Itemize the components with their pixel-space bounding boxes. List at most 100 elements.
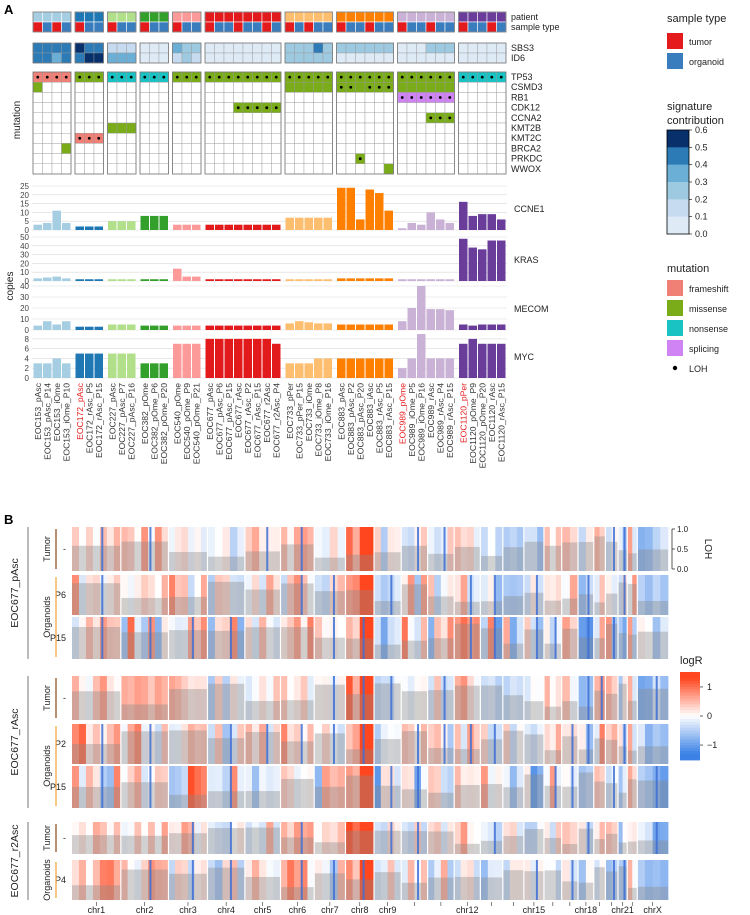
patient-cell (345, 11, 356, 23)
patient-cell (242, 11, 253, 23)
logr-segment (194, 617, 202, 659)
mutation-cell (477, 153, 488, 165)
mutation-cell (444, 153, 455, 165)
logr-segment (537, 527, 545, 571)
mutation-cell (383, 132, 394, 144)
cn-bar (285, 363, 294, 378)
cn-bar (436, 358, 445, 378)
loh-dot (255, 106, 259, 110)
loh-overlay (637, 746, 668, 764)
loh-dot (152, 75, 156, 79)
logr-segment (106, 766, 115, 808)
sample-label: EOC172_rAsc_P15 (94, 383, 104, 458)
logr-segment (394, 527, 402, 571)
id6-cell (126, 52, 137, 64)
loh-overlay (627, 750, 638, 764)
logr-segment (644, 575, 654, 615)
sample-type-cell (322, 21, 333, 33)
logr-segment (229, 676, 238, 720)
cn-bar (295, 321, 304, 330)
logr-segment (174, 860, 182, 900)
group-box (32, 42, 72, 64)
mutation-cell (355, 112, 366, 124)
sample-label: EOC1120_pPer (458, 383, 468, 443)
mutation-cell (158, 102, 169, 113)
sample-label: EOC382_pOme_P20 (159, 383, 169, 464)
logr-segment (214, 860, 223, 900)
patient-cell (107, 11, 118, 23)
loh-overlay (605, 871, 618, 900)
loh-overlay (617, 866, 628, 900)
logr-segment (359, 822, 368, 854)
chrom-label: chr4 (217, 905, 235, 915)
mutation-cell (158, 81, 169, 93)
logr-segment (440, 575, 448, 615)
mutation-cell (93, 153, 104, 165)
loh-overlay (454, 785, 481, 808)
logr-segment (337, 527, 346, 571)
cn-bar (33, 325, 42, 330)
logr-segment (78, 860, 87, 900)
logr-segment (585, 724, 595, 764)
loh-overlay (578, 637, 594, 659)
cn-bar (159, 363, 168, 378)
logr-segment (237, 676, 246, 720)
logr-segment (314, 527, 323, 571)
sample-type-cell (84, 21, 95, 33)
mutation-cell (93, 81, 104, 93)
logr-segment (549, 617, 557, 659)
sbs3-cell (486, 42, 497, 54)
logr-segment (85, 676, 94, 720)
logr-segment (280, 676, 288, 720)
logr-segment (207, 724, 216, 764)
mutation-cell (261, 132, 272, 144)
sample-label: EOC227_pAsc_P7 (117, 383, 127, 455)
logr-segment (187, 724, 195, 764)
mutation-cell (181, 153, 192, 165)
sbs3-cell (435, 42, 446, 54)
sample-type-cell (416, 21, 427, 33)
loh-overlay (627, 553, 638, 571)
mutation-cell (32, 102, 43, 113)
sample-type-cell (397, 21, 408, 33)
patient-cell (435, 11, 446, 23)
patient-cell (84, 11, 95, 23)
loh-dot (97, 75, 101, 79)
mutation-cell (425, 163, 436, 175)
logr-segment (92, 724, 101, 764)
logr-segment (148, 676, 156, 720)
loh-overlay (244, 876, 281, 900)
logr-segment (273, 676, 281, 720)
loh-dot (316, 75, 320, 79)
mutation-cell (61, 132, 72, 144)
cn-bar (445, 358, 454, 378)
logr-segment (569, 617, 579, 659)
logr-segment (237, 527, 246, 571)
logr-segment (652, 724, 661, 764)
logr-segment (374, 617, 382, 659)
sample-type-cell (364, 21, 375, 33)
cn-bar (52, 358, 61, 378)
cn-bar (173, 268, 182, 281)
logr-segment (72, 724, 80, 764)
logr-segment (259, 822, 267, 854)
cn-bar (346, 358, 355, 378)
mutation-cell (336, 112, 347, 124)
logr-segment (78, 676, 87, 720)
loh-overlay (120, 704, 169, 720)
logr-segment (72, 766, 80, 808)
mutation-cell (172, 163, 183, 175)
logr-segment (200, 676, 208, 720)
logr-segment (174, 766, 182, 808)
loh-overlay (523, 774, 544, 808)
cn-bar (159, 279, 168, 281)
logr-segment (387, 527, 395, 571)
patient-cell (406, 11, 417, 23)
logr-segment (611, 575, 619, 615)
logr-segment (420, 860, 428, 900)
mutation-cell (93, 92, 104, 103)
cn-bar (295, 363, 304, 378)
logr-segment (366, 822, 375, 854)
mutation-cell (303, 92, 314, 103)
logr-segment (627, 860, 633, 900)
